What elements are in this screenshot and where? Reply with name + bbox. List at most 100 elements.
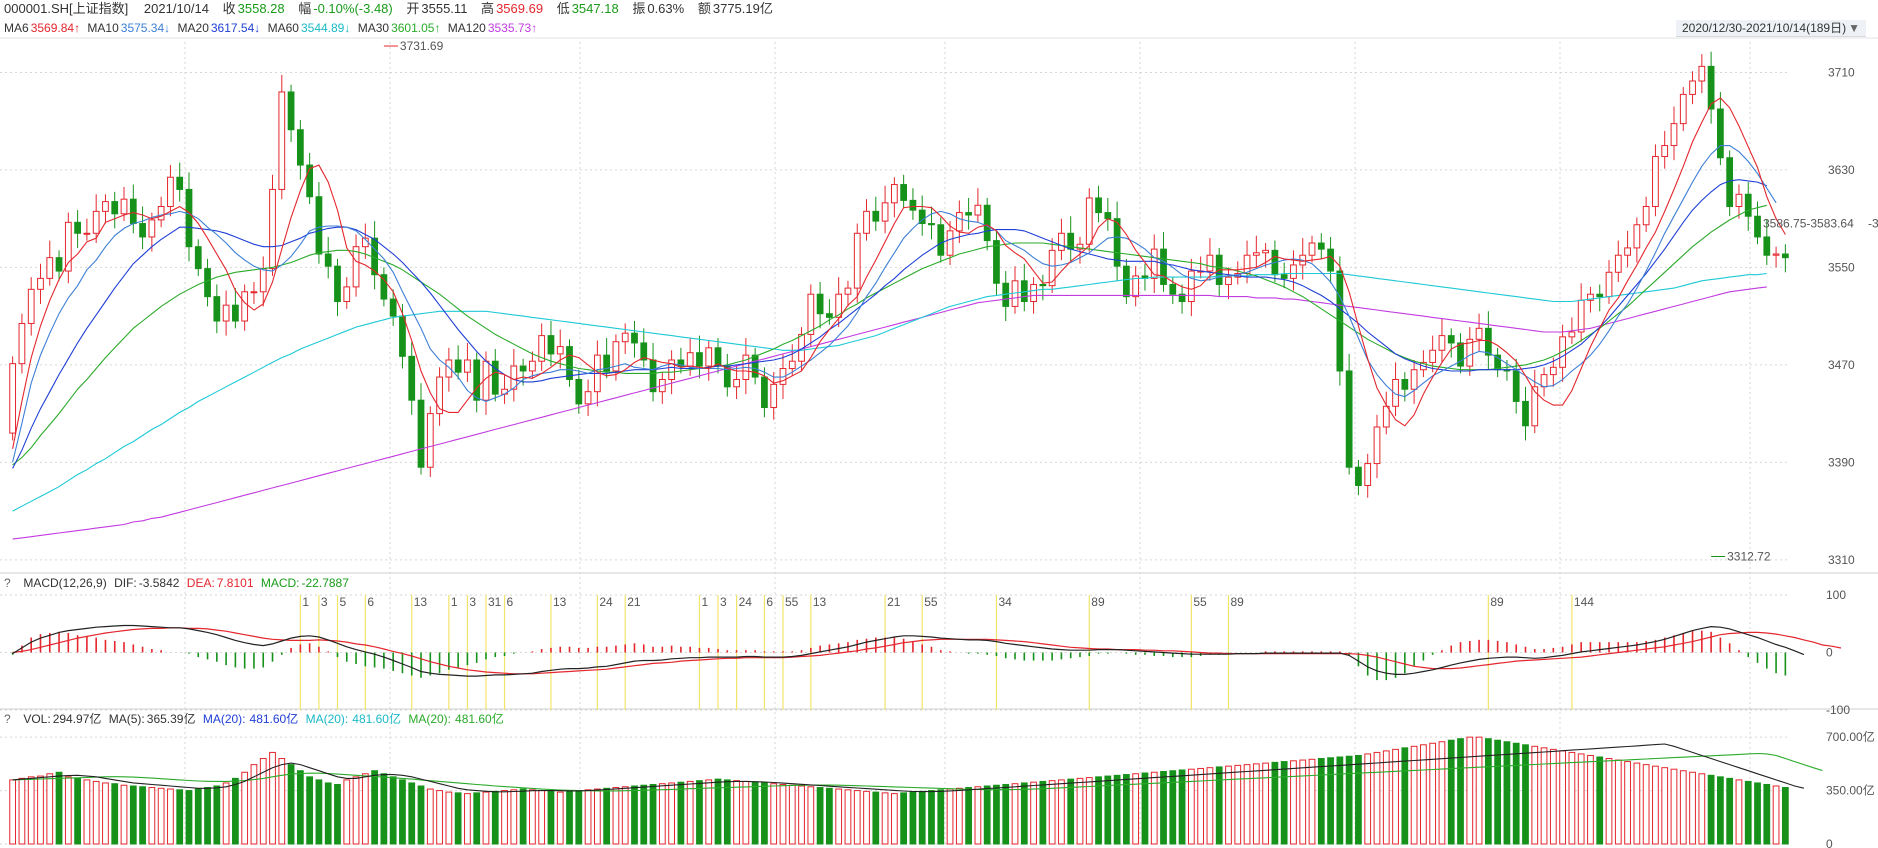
- volume-bar-up[interactable]: [426, 788, 434, 845]
- candle-down[interactable]: [1160, 248, 1167, 285]
- volume-bar-up[interactable]: [844, 789, 852, 845]
- volume-bar-up[interactable]: [863, 790, 870, 845]
- volume-bar-down[interactable]: [1754, 782, 1761, 845]
- volume-bar-down[interactable]: [371, 770, 378, 845]
- volume-bar-up[interactable]: [1410, 745, 1418, 845]
- volume-bar-down[interactable]: [176, 789, 184, 845]
- volume-bar-down[interactable]: [1169, 770, 1177, 845]
- candle-up[interactable]: [1373, 426, 1381, 465]
- volume-bar-down[interactable]: [816, 787, 824, 845]
- volume-bar-up[interactable]: [1085, 777, 1093, 845]
- volume-bar-up[interactable]: [1243, 764, 1251, 845]
- candle-up[interactable]: [259, 268, 267, 293]
- candle-down[interactable]: [1355, 466, 1362, 486]
- volume-bar-down[interactable]: [491, 790, 499, 845]
- candle-down[interactable]: [55, 257, 63, 272]
- candle-up[interactable]: [157, 205, 165, 221]
- candle-up[interactable]: [1735, 193, 1743, 207]
- volume-bar-up[interactable]: [529, 789, 536, 845]
- candle-up[interactable]: [1587, 293, 1594, 301]
- candle-up[interactable]: [102, 201, 109, 212]
- volume-bar-down[interactable]: [1039, 780, 1047, 845]
- volume-bar-down[interactable]: [1113, 774, 1121, 845]
- candle-down[interactable]: [399, 315, 406, 357]
- volume-bar-down[interactable]: [918, 790, 926, 845]
- candle-down[interactable]: [454, 359, 462, 373]
- volume-bar-up[interactable]: [890, 793, 898, 845]
- volume-bar-up[interactable]: [1187, 768, 1195, 845]
- volume-bar-up[interactable]: [436, 790, 443, 845]
- volume-bar-up[interactable]: [686, 780, 694, 845]
- candle-up[interactable]: [770, 383, 778, 409]
- volume-bar-down[interactable]: [677, 781, 685, 845]
- candle-up[interactable]: [1364, 463, 1372, 486]
- volume-bar-up[interactable]: [798, 785, 805, 845]
- volume-bar-down[interactable]: [1160, 771, 1167, 845]
- volume-bar-down[interactable]: [1355, 754, 1362, 845]
- candle-down[interactable]: [1039, 283, 1047, 287]
- volume-bar-up[interactable]: [1772, 785, 1780, 845]
- candle-up[interactable]: [92, 210, 100, 234]
- volume-bar-up[interactable]: [343, 779, 351, 845]
- candle-down[interactable]: [909, 199, 917, 211]
- candle-up[interactable]: [1466, 338, 1474, 367]
- volume-bar-up[interactable]: [668, 782, 675, 845]
- candle-up[interactable]: [464, 359, 471, 373]
- candle-up[interactable]: [120, 198, 128, 215]
- volume-bar-up[interactable]: [1429, 742, 1437, 845]
- volume-bar-down[interactable]: [1503, 741, 1511, 845]
- volume-bar-up[interactable]: [1438, 741, 1446, 845]
- candle-down[interactable]: [306, 164, 314, 198]
- candle-up[interactable]: [733, 378, 740, 388]
- volume-bar-up[interactable]: [1392, 748, 1399, 845]
- volume-bar-down[interactable]: [1726, 777, 1734, 845]
- volume-bar-down[interactable]: [1744, 780, 1752, 845]
- volume-bar-up[interactable]: [464, 793, 471, 845]
- volume-help-icon[interactable]: ?: [4, 712, 11, 726]
- volume-bar-up[interactable]: [1689, 771, 1696, 845]
- volume-bar-down[interactable]: [547, 790, 555, 845]
- candle-down[interactable]: [296, 129, 304, 166]
- volume-bar-up[interactable]: [1252, 763, 1260, 845]
- volume-bar-down[interactable]: [761, 782, 768, 845]
- candle-down[interactable]: [928, 223, 935, 226]
- candle-down[interactable]: [1596, 293, 1604, 298]
- candle-down[interactable]: [1512, 370, 1520, 402]
- candle-up[interactable]: [1614, 254, 1622, 273]
- candle-up[interactable]: [1624, 247, 1631, 256]
- candle-up[interactable]: [37, 277, 44, 290]
- candle-down[interactable]: [287, 91, 295, 131]
- volume-bar-down[interactable]: [1447, 739, 1455, 845]
- candle-down[interactable]: [983, 204, 991, 242]
- volume-bar-down[interactable]: [380, 773, 388, 845]
- candle-down[interactable]: [1763, 236, 1771, 256]
- volume-bar-down[interactable]: [1020, 782, 1028, 845]
- volume-bar-up[interactable]: [881, 792, 889, 845]
- volume-bar-down[interactable]: [1280, 761, 1288, 845]
- candle-up[interactable]: [1605, 271, 1613, 298]
- volume-bar-down[interactable]: [649, 783, 657, 845]
- candle-up[interactable]: [1475, 327, 1483, 340]
- volume-bar-down[interactable]: [696, 780, 703, 845]
- volume-bar-up[interactable]: [92, 780, 100, 845]
- candle-down[interactable]: [232, 304, 239, 322]
- volume-bar-down[interactable]: [194, 788, 202, 845]
- candle-down[interactable]: [751, 354, 759, 378]
- volume-bar-up[interactable]: [1475, 736, 1483, 845]
- candle-up[interactable]: [621, 332, 629, 343]
- volume-bar-down[interactable]: [1095, 776, 1102, 845]
- candle-up[interactable]: [705, 347, 713, 367]
- volume-bar-up[interactable]: [1299, 759, 1307, 845]
- candle-down[interactable]: [380, 274, 388, 300]
- candle-down[interactable]: [389, 298, 397, 317]
- candle-down[interactable]: [176, 176, 184, 190]
- candle-up[interactable]: [343, 286, 351, 303]
- volume-bar-up[interactable]: [946, 788, 954, 845]
- candle-up[interactable]: [779, 368, 787, 385]
- volume-bar-down[interactable]: [1707, 774, 1715, 845]
- volume-bar-down[interactable]: [1596, 756, 1604, 845]
- volume-bar-down[interactable]: [111, 783, 119, 845]
- volume-bar-up[interactable]: [779, 783, 787, 845]
- candle-down[interactable]: [129, 198, 137, 225]
